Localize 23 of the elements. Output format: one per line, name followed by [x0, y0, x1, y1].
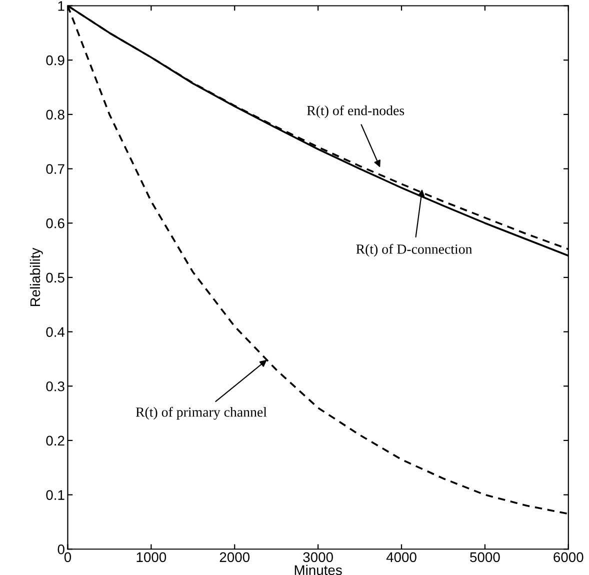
y-tick-label: 0.5 [46, 272, 64, 283]
x-tick-label: 0 [64, 552, 72, 562]
y-tick-label: 0.3 [46, 381, 64, 392]
annotation: R(t) of D-connection [356, 244, 472, 257]
y-tick-label: 0.9 [46, 55, 64, 66]
y-tick-label: 0.4 [46, 327, 65, 337]
x-axis-title: Minutes [294, 564, 342, 575]
x-tick-label: 5000 [470, 552, 500, 562]
y-tick-label: 0.7 [46, 164, 64, 174]
y-tick-label: 0.2 [46, 436, 64, 446]
x-tick-label: 1000 [136, 552, 166, 562]
y-tick-label: 0 [58, 544, 64, 554]
y-tick-label: 0.6 [46, 218, 64, 228]
x-tick-label: 3000 [303, 552, 333, 562]
x-tick-label: 4000 [386, 552, 416, 562]
y-tick-label: 1 [58, 1, 64, 11]
annotation: R(t) of primary channel [136, 406, 267, 420]
x-tick-label: 2000 [220, 552, 250, 562]
x-tick-label: 6000 [554, 552, 584, 562]
y-tick-label: 0.8 [46, 110, 64, 120]
y-tick-label: 0.1 [46, 490, 64, 500]
annotation: R(t) of end-nodes [307, 105, 404, 118]
y-axis-title: Reliability [30, 248, 43, 306]
